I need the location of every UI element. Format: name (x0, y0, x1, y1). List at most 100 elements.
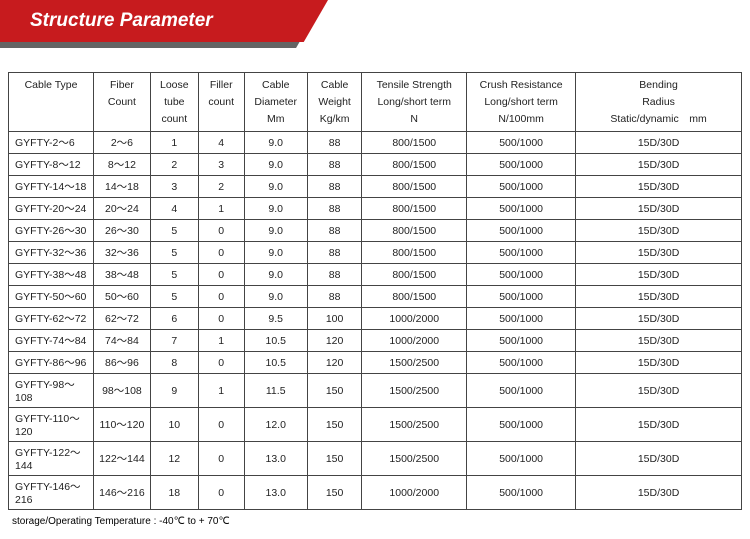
cell-10-8: 15D/30D (576, 352, 742, 374)
cell-9-1: 74～84 (94, 330, 151, 352)
cell-10-6: 1500/2500 (362, 352, 467, 374)
table-row: GYFTY-110～120110～12010012.01501500/25005… (9, 408, 742, 442)
cell-3-7: 500/1000 (467, 198, 576, 220)
cell-7-8: 15D/30D (576, 286, 742, 308)
table-row: GYFTY-20～2420～24419.088800/1500500/10001… (9, 198, 742, 220)
cell-3-1: 20～24 (94, 198, 151, 220)
col-header-2: Loosetubecount (150, 73, 198, 132)
table-row: GYFTY-62～7262～72609.51001000/2000500/100… (9, 308, 742, 330)
col-header-1: FiberCount (94, 73, 151, 132)
cell-0-4: 9.0 (244, 132, 307, 154)
cell-0-2: 1 (150, 132, 198, 154)
cell-1-3: 3 (198, 154, 244, 176)
table-row: GYFTY-50～6050～60509.088800/1500500/10001… (9, 286, 742, 308)
cell-11-8: 15D/30D (576, 374, 742, 408)
cell-14-4: 13.0 (244, 476, 307, 510)
cell-5-7: 500/1000 (467, 242, 576, 264)
cell-0-1: 2～6 (94, 132, 151, 154)
cell-6-0: GYFTY-38～48 (9, 264, 94, 286)
cell-13-7: 500/1000 (467, 442, 576, 476)
cell-2-1: 14～18 (94, 176, 151, 198)
cell-12-6: 1500/2500 (362, 408, 467, 442)
cell-10-3: 0 (198, 352, 244, 374)
cell-9-0: GYFTY-74～84 (9, 330, 94, 352)
cell-9-3: 1 (198, 330, 244, 352)
col-header-7: Crush ResistanceLong/short termN/100mm (467, 73, 576, 132)
page-title: Structure Parameter (30, 10, 213, 32)
table-row: GYFTY-98～10898～1089111.51501500/2500500/… (9, 374, 742, 408)
cell-13-4: 13.0 (244, 442, 307, 476)
cell-7-1: 50～60 (94, 286, 151, 308)
cell-9-6: 1000/2000 (362, 330, 467, 352)
table-head: Cable TypeFiberCountLoosetubecountFiller… (9, 73, 742, 132)
cell-12-1: 110～120 (94, 408, 151, 442)
cell-6-2: 5 (150, 264, 198, 286)
table-row: GYFTY-122～144122～14412013.01501500/25005… (9, 442, 742, 476)
cell-8-6: 1000/2000 (362, 308, 467, 330)
table-row: GYFTY-26～3026～30509.088800/1500500/10001… (9, 220, 742, 242)
table-row: GYFTY-74～8474～847110.51201000/2000500/10… (9, 330, 742, 352)
cell-4-3: 0 (198, 220, 244, 242)
cell-10-4: 10.5 (244, 352, 307, 374)
cell-1-2: 2 (150, 154, 198, 176)
table-row: GYFTY-14～1814～18329.088800/1500500/10001… (9, 176, 742, 198)
cell-13-2: 12 (150, 442, 198, 476)
cell-12-0: GYFTY-110～120 (9, 408, 94, 442)
table-body: GYFTY-2～62～6149.088800/1500500/100015D/3… (9, 132, 742, 510)
cell-12-5: 150 (307, 408, 362, 442)
cell-11-5: 150 (307, 374, 362, 408)
cell-7-7: 500/1000 (467, 286, 576, 308)
cell-4-8: 15D/30D (576, 220, 742, 242)
cell-3-6: 800/1500 (362, 198, 467, 220)
cell-0-0: GYFTY-2～6 (9, 132, 94, 154)
col-header-8: BendingRadiusStatic/dynamic mm (576, 73, 742, 132)
cell-4-4: 9.0 (244, 220, 307, 242)
cell-9-7: 500/1000 (467, 330, 576, 352)
cell-13-6: 1500/2500 (362, 442, 467, 476)
cell-5-5: 88 (307, 242, 362, 264)
cell-14-8: 15D/30D (576, 476, 742, 510)
cell-10-1: 86～96 (94, 352, 151, 374)
cell-14-7: 500/1000 (467, 476, 576, 510)
cell-12-3: 0 (198, 408, 244, 442)
cell-9-8: 15D/30D (576, 330, 742, 352)
cell-14-3: 0 (198, 476, 244, 510)
cell-0-7: 500/1000 (467, 132, 576, 154)
cell-7-5: 88 (307, 286, 362, 308)
cell-3-4: 9.0 (244, 198, 307, 220)
cell-2-0: GYFTY-14～18 (9, 176, 94, 198)
table-row: GYFTY-86～9686～968010.51201500/2500500/10… (9, 352, 742, 374)
cell-6-5: 88 (307, 264, 362, 286)
cell-4-0: GYFTY-26～30 (9, 220, 94, 242)
title-bg: Structure Parameter (0, 0, 302, 42)
cell-5-2: 5 (150, 242, 198, 264)
cell-8-1: 62～72 (94, 308, 151, 330)
title-bar: Structure Parameter (0, 0, 750, 48)
cell-5-6: 800/1500 (362, 242, 467, 264)
cell-2-7: 500/1000 (467, 176, 576, 198)
cell-3-3: 1 (198, 198, 244, 220)
cell-5-0: GYFTY-32～36 (9, 242, 94, 264)
cell-1-4: 9.0 (244, 154, 307, 176)
cell-14-6: 1000/2000 (362, 476, 467, 510)
col-header-6: Tensile StrengthLong/short termN (362, 73, 467, 132)
cell-5-8: 15D/30D (576, 242, 742, 264)
cell-14-5: 150 (307, 476, 362, 510)
cell-13-5: 150 (307, 442, 362, 476)
table-row: GYFTY-146～216146～21618013.01501000/20005… (9, 476, 742, 510)
cell-7-3: 0 (198, 286, 244, 308)
cell-0-5: 88 (307, 132, 362, 154)
cell-4-2: 5 (150, 220, 198, 242)
footnote: storage/Operating Temperature : -40℃ to … (8, 510, 742, 527)
cell-6-6: 800/1500 (362, 264, 467, 286)
cell-3-8: 15D/30D (576, 198, 742, 220)
cell-8-2: 6 (150, 308, 198, 330)
cell-11-4: 11.5 (244, 374, 307, 408)
cell-10-7: 500/1000 (467, 352, 576, 374)
cell-8-5: 100 (307, 308, 362, 330)
cell-14-0: GYFTY-146～216 (9, 476, 94, 510)
cell-6-7: 500/1000 (467, 264, 576, 286)
cell-7-2: 5 (150, 286, 198, 308)
cell-4-6: 800/1500 (362, 220, 467, 242)
cell-4-5: 88 (307, 220, 362, 242)
